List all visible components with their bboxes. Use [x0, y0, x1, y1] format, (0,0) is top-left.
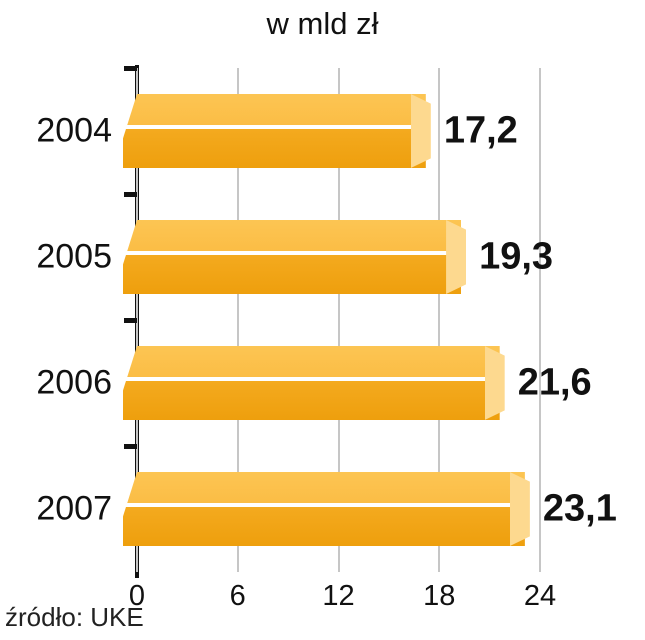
value-label: 23,1 — [542, 487, 617, 530]
value-label: 19,3 — [479, 235, 554, 278]
x-tick-label: 12 — [322, 580, 355, 612]
gridline — [438, 68, 441, 572]
bar-body — [123, 346, 500, 420]
axis-tick — [124, 192, 137, 197]
x-tick-label: 6 — [229, 580, 246, 612]
bar-cap — [509, 472, 530, 546]
year-label: 2007 — [36, 489, 112, 528]
gridline — [236, 68, 239, 572]
bar — [123, 220, 467, 294]
bar-cap — [484, 346, 505, 420]
bar — [123, 346, 505, 420]
bar — [123, 94, 431, 168]
bar-body — [123, 472, 525, 546]
year-label: 2004 — [36, 111, 112, 150]
axis-tick — [124, 66, 137, 71]
bar-body — [123, 94, 426, 168]
x-tick-label: 0 — [128, 580, 146, 612]
axis-tick — [124, 318, 137, 323]
bar-cap — [410, 94, 431, 168]
bar-body — [123, 220, 462, 294]
x-tick-label: 24 — [523, 580, 557, 612]
axis-tick — [124, 444, 137, 449]
value-label: 21,6 — [517, 361, 592, 404]
plot-area: 0 6 12 18 24 2004 17,2 2005 19,3 2006 21,6 2007 23,1 — [36, 65, 617, 612]
gridline — [337, 68, 340, 572]
value-label: 17,2 — [443, 109, 518, 152]
bar — [123, 472, 530, 546]
x-tick-label: 18 — [423, 580, 456, 612]
year-label: 2005 — [36, 237, 112, 276]
bar-cap — [446, 220, 467, 294]
chart-title: w mld zł — [266, 6, 379, 41]
source-note: źródło: UKE — [5, 602, 144, 632]
year-label: 2006 — [36, 363, 112, 402]
gridline — [539, 68, 541, 572]
gridline — [136, 68, 138, 572]
